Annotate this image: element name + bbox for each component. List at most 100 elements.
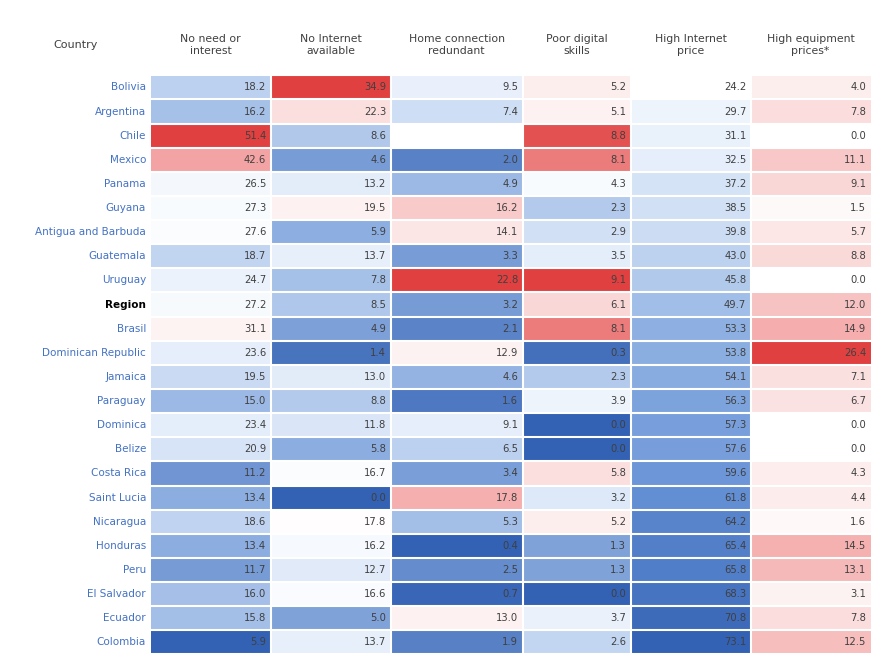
Text: 19.5: 19.5	[244, 372, 266, 382]
Bar	[390, 220, 522, 244]
Bar	[390, 606, 522, 630]
Bar	[522, 75, 631, 99]
Text: 68.3: 68.3	[724, 589, 746, 599]
Text: 12.7: 12.7	[364, 565, 386, 575]
Text: 4.3: 4.3	[850, 469, 866, 479]
Text: 9.1: 9.1	[610, 276, 626, 286]
Bar	[522, 389, 631, 413]
Bar	[631, 124, 751, 147]
Text: 2.1: 2.1	[502, 324, 518, 334]
Text: 5.2: 5.2	[610, 83, 626, 93]
Bar	[150, 244, 270, 268]
Text: 32.5: 32.5	[724, 155, 746, 165]
Text: 0.0: 0.0	[611, 444, 626, 454]
Text: 11.2: 11.2	[244, 469, 266, 479]
Text: 15.8: 15.8	[244, 613, 266, 623]
Text: 53.3: 53.3	[724, 324, 746, 334]
Text: 5.7: 5.7	[850, 227, 866, 237]
Bar	[751, 461, 871, 485]
Text: 2.3: 2.3	[611, 203, 626, 213]
Bar	[631, 341, 751, 365]
Text: 1.6: 1.6	[502, 396, 518, 406]
Text: Region: Region	[105, 299, 146, 309]
Bar	[631, 172, 751, 196]
Bar	[522, 365, 631, 389]
Bar	[150, 510, 270, 533]
Bar	[751, 510, 871, 533]
Bar	[631, 558, 751, 582]
Bar	[751, 630, 871, 654]
Bar	[522, 341, 631, 365]
Text: Antigua and Barbuda: Antigua and Barbuda	[35, 227, 146, 237]
Text: 27.3: 27.3	[244, 203, 266, 213]
Text: 19.5: 19.5	[364, 203, 386, 213]
Bar	[390, 341, 522, 365]
Bar	[751, 606, 871, 630]
Bar	[270, 268, 390, 292]
Text: 56.3: 56.3	[724, 396, 746, 406]
Text: 0.0: 0.0	[850, 444, 866, 454]
Bar	[522, 438, 631, 461]
Text: 11.8: 11.8	[364, 420, 386, 430]
Text: 8.8: 8.8	[611, 131, 626, 141]
Bar	[522, 244, 631, 268]
Bar	[150, 99, 270, 124]
Bar	[150, 172, 270, 196]
Bar	[150, 365, 270, 389]
Text: Costa Rica: Costa Rica	[91, 469, 146, 479]
Text: 45.8: 45.8	[724, 276, 746, 286]
Bar	[270, 99, 390, 124]
Bar	[522, 172, 631, 196]
Text: 16.0: 16.0	[244, 589, 266, 599]
Bar	[751, 365, 871, 389]
Text: 11.1: 11.1	[844, 155, 866, 165]
Text: High Internet
price: High Internet price	[654, 34, 726, 56]
Text: 0.0: 0.0	[611, 589, 626, 599]
Bar	[631, 268, 751, 292]
Bar	[150, 196, 270, 220]
Text: 16.2: 16.2	[244, 106, 266, 116]
Bar	[270, 558, 390, 582]
Bar	[270, 582, 390, 606]
Bar	[390, 630, 522, 654]
Bar	[270, 341, 390, 365]
Text: 3.2: 3.2	[502, 299, 518, 309]
Text: 49.7: 49.7	[724, 299, 746, 309]
Bar	[390, 461, 522, 485]
Bar	[270, 630, 390, 654]
Bar	[751, 75, 871, 99]
Bar	[150, 292, 270, 317]
Text: No Internet
available: No Internet available	[299, 34, 361, 56]
Text: 24.7: 24.7	[244, 276, 266, 286]
Text: Brasil: Brasil	[116, 324, 146, 334]
Text: 20.9: 20.9	[244, 444, 266, 454]
Text: No need or
interest: No need or interest	[180, 34, 241, 56]
Text: 14.5: 14.5	[844, 541, 866, 551]
Text: 27.6: 27.6	[244, 227, 266, 237]
Text: 0.7: 0.7	[502, 589, 518, 599]
Text: 1.4: 1.4	[370, 348, 386, 358]
Bar	[522, 220, 631, 244]
Bar	[150, 461, 270, 485]
Text: 13.1: 13.1	[844, 565, 866, 575]
Bar	[522, 534, 631, 558]
Text: 16.6: 16.6	[364, 589, 386, 599]
Text: 43.0: 43.0	[724, 251, 746, 261]
Text: Mexico: Mexico	[109, 155, 146, 165]
Bar	[631, 292, 751, 317]
Text: 8.1: 8.1	[611, 155, 626, 165]
Text: 14.9: 14.9	[844, 324, 866, 334]
Text: 73.1: 73.1	[724, 637, 746, 647]
Bar	[390, 244, 522, 268]
Text: 22.8: 22.8	[496, 276, 518, 286]
Text: 3.9: 3.9	[611, 396, 626, 406]
Bar	[390, 196, 522, 220]
Bar	[390, 365, 522, 389]
Text: 22.3: 22.3	[364, 106, 386, 116]
Text: Country: Country	[53, 40, 97, 50]
Bar	[390, 268, 522, 292]
Text: High equipment
prices*: High equipment prices*	[766, 34, 855, 56]
Text: 24.2: 24.2	[724, 83, 746, 93]
Text: 6.7: 6.7	[850, 396, 866, 406]
Text: 65.8: 65.8	[724, 565, 746, 575]
